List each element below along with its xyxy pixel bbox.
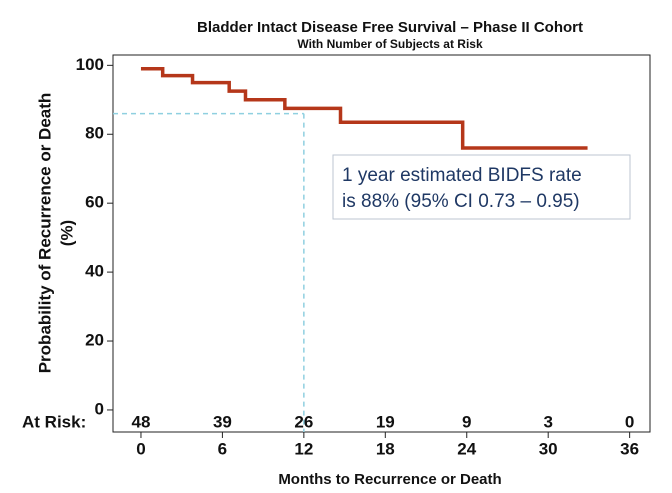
x-tick-label: 18 bbox=[376, 439, 395, 458]
plot-frame bbox=[112, 54, 651, 433]
y-axis-label: Probability of Recurrence or Death bbox=[35, 93, 54, 374]
annotation: 1 year estimated BIDFS rate bbox=[342, 165, 582, 186]
x-tick-label: 6 bbox=[218, 439, 227, 458]
x-tick-label: 0 bbox=[136, 439, 145, 458]
at-risk-count: 0 bbox=[625, 412, 634, 431]
x-tick-label: 24 bbox=[457, 439, 476, 458]
y-tick-label: 20 bbox=[85, 331, 104, 350]
at-risk-count: 39 bbox=[213, 412, 232, 431]
at-risk-count: 3 bbox=[543, 412, 552, 431]
y-tick-label: 0 bbox=[95, 399, 104, 418]
y-tick-label: 100 bbox=[76, 55, 104, 74]
annotation: is 88% (95% CI 0.73 – 0.95) bbox=[342, 191, 580, 212]
annotation-box bbox=[332, 154, 631, 220]
x-tick-label: 36 bbox=[620, 439, 639, 458]
at-risk-count: 19 bbox=[376, 412, 395, 431]
y-axis-label: (%) bbox=[57, 220, 76, 246]
chart-title: Bladder Intact Disease Free Survival – P… bbox=[197, 19, 583, 36]
x-tick-label: 30 bbox=[539, 439, 558, 458]
y-tick-label: 40 bbox=[85, 262, 104, 281]
x-axis-label: Months to Recurrence or Death bbox=[278, 471, 501, 488]
y-tick-label: 80 bbox=[85, 124, 104, 143]
at-risk-count: 48 bbox=[132, 412, 151, 431]
y-tick-label: 60 bbox=[85, 193, 104, 212]
at-risk-count: 26 bbox=[294, 412, 313, 431]
at-risk-label: At Risk: bbox=[22, 412, 86, 431]
at-risk-count: 9 bbox=[462, 412, 471, 431]
survival-curve bbox=[140, 67, 588, 150]
chart-subtitle: With Number of Subjects at Risk bbox=[297, 37, 483, 51]
x-tick-label: 12 bbox=[294, 439, 313, 458]
